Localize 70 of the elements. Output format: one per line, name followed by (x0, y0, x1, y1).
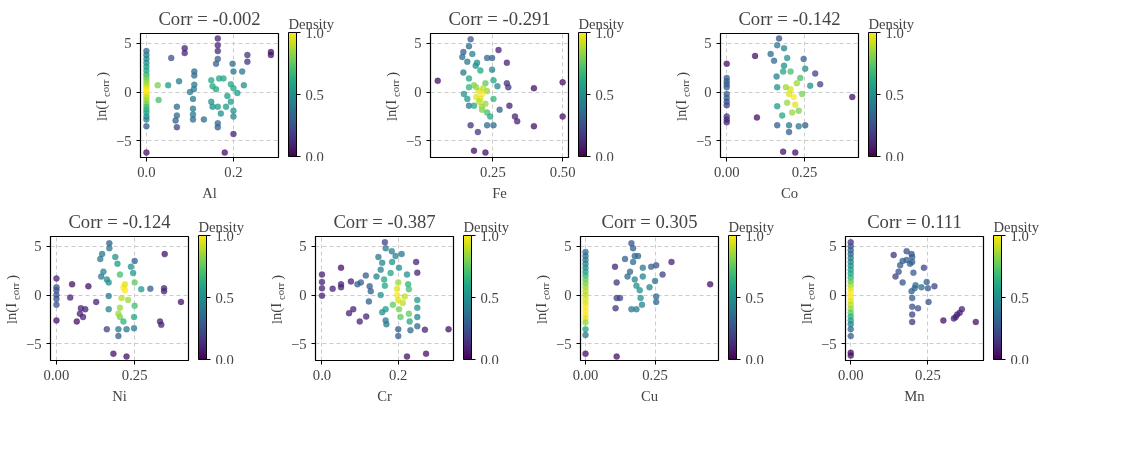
y-tick-label: −5 (25, 335, 42, 352)
color-bar-label: 0.0 (215, 351, 234, 368)
chart-title: Corr = -0.002 (158, 7, 261, 29)
y-tick-label: 5 (414, 35, 422, 52)
color-bar-label: 0.5 (885, 86, 904, 103)
y-tick-label: 0 (34, 287, 42, 304)
y-tick-label: 5 (299, 238, 307, 255)
chart-title: Corr = -0.142 (738, 7, 841, 29)
x-tick-label: 0.00 (43, 366, 70, 383)
x-tick-label: 0.00 (837, 366, 864, 383)
color-bar-label: 0.0 (305, 148, 324, 165)
x-tick-label: 0.2 (224, 163, 243, 180)
color-bar-label: 0.5 (595, 86, 614, 103)
x-axis-title: Cr (377, 387, 392, 404)
x-tick-label: 0.00 (713, 163, 740, 180)
x-axis-title: Al (202, 184, 217, 201)
y-tick-label: 0 (704, 84, 712, 101)
color-bar-label: 0.5 (745, 289, 764, 306)
y-tick-label: −5 (695, 132, 712, 149)
x-tick-label: 0.50 (549, 163, 576, 180)
color-bar-label: 0.5 (1010, 289, 1029, 306)
chart-title: Corr = 0.111 (867, 210, 962, 232)
y-tick-label: 0 (299, 287, 307, 304)
y-axis-title: ln(Icorr) (673, 71, 692, 122)
chart-title: Corr = 0.305 (601, 210, 698, 232)
color-bar-label: 0.5 (215, 289, 234, 306)
y-axis-title: ln(Icorr) (533, 274, 552, 325)
y-tick-label: 0 (829, 287, 837, 304)
x-tick-label: 0.0 (137, 163, 156, 180)
chart-title: Corr = -0.291 (448, 7, 551, 29)
x-tick-label: 0.25 (915, 366, 941, 383)
chart-title: Corr = -0.387 (333, 210, 436, 232)
x-tick-label: 0.25 (121, 366, 148, 383)
x-tick-label: 0.25 (791, 163, 818, 180)
y-tick-label: −5 (115, 132, 132, 149)
y-tick-label: −5 (555, 335, 572, 352)
x-tick-label: 0.00 (572, 366, 599, 383)
color-bar-label: 0.5 (480, 289, 499, 306)
y-tick-label: 5 (704, 35, 712, 52)
y-axis-title: ln(Icorr) (798, 274, 817, 325)
y-tick-label: 0 (414, 84, 422, 101)
y-tick-label: −5 (405, 132, 422, 149)
x-axis-title: Fe (492, 184, 507, 201)
y-axis-title: ln(Icorr) (93, 71, 112, 122)
x-axis-title: Co (780, 184, 799, 201)
x-axis-title: Cu (640, 387, 659, 404)
x-tick-label: 0.25 (642, 366, 668, 383)
y-tick-label: 5 (124, 35, 132, 52)
x-axis-title: Ni (112, 387, 127, 404)
x-axis-title: Mn (904, 387, 926, 404)
color-bar-label: 0.0 (1010, 351, 1029, 368)
y-axis-title: ln(Icorr) (383, 71, 402, 122)
y-tick-label: 5 (564, 238, 572, 255)
y-tick-label: 5 (34, 238, 42, 255)
x-tick-label: 0.2 (389, 366, 408, 383)
color-bar-label: 0.0 (885, 148, 904, 165)
y-tick-label: −5 (820, 335, 837, 352)
x-tick-label: 0.0 (312, 366, 332, 383)
y-axis-title: ln(Icorr) (268, 274, 287, 325)
y-tick-label: 0 (124, 84, 132, 101)
y-tick-label: 5 (829, 238, 837, 255)
y-tick-label: −5 (290, 335, 307, 352)
y-tick-label: 0 (564, 287, 572, 304)
chart-title: Corr = -0.124 (68, 210, 172, 232)
color-bar-label: 0.0 (595, 148, 614, 165)
y-axis-title: ln(Icorr) (3, 274, 22, 325)
color-bar-label: 0.5 (305, 86, 324, 103)
color-bar-label: 0.0 (745, 351, 764, 368)
x-tick-label: 0.25 (480, 163, 506, 180)
color-bar-label: 0.0 (480, 351, 499, 368)
